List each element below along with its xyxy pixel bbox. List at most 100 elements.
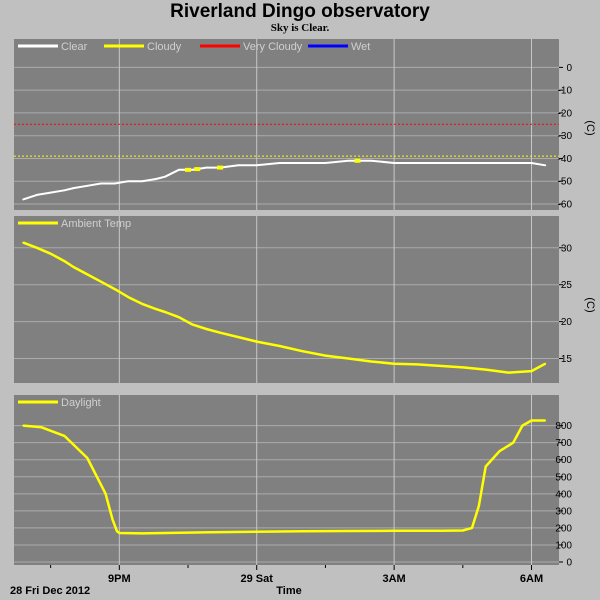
data-point (49, 191, 52, 194)
data-point (301, 350, 304, 353)
data-point (141, 302, 144, 305)
x-axis-label: Time (276, 585, 301, 597)
data-point (507, 162, 510, 164)
data-point (439, 529, 441, 532)
data-point (111, 518, 114, 521)
data-point (63, 189, 66, 192)
data-point (439, 365, 441, 367)
sky-panel: Clear Cloudy Very Cloudy Wet 0 -10 -20 -30 -40 -… (14, 39, 596, 211)
chart-subtitle: Sky is Clear. (270, 22, 330, 34)
data-point (477, 504, 480, 507)
data-point (177, 316, 180, 319)
data-point (237, 164, 240, 167)
data-point (63, 434, 66, 437)
data-point (164, 311, 167, 313)
x-tick-label: 29 Sat (241, 573, 274, 585)
y-tick-label: 700 (555, 438, 572, 449)
y-tick-label: 400 (555, 489, 572, 500)
data-point (191, 168, 194, 171)
data-point (86, 273, 89, 276)
data-point (416, 162, 418, 164)
legend-label: Wet (351, 41, 370, 53)
ambient-series (22, 241, 547, 374)
y-tick-label: 25 (561, 280, 573, 291)
data-point (544, 419, 547, 422)
data-point (63, 260, 66, 262)
data-point (439, 162, 441, 164)
data-point (507, 371, 510, 374)
cloudy-marker (194, 167, 201, 172)
y-tick-label: -60 (558, 200, 573, 211)
ambient-legend: Ambient Temp (18, 218, 131, 230)
data-point (255, 164, 258, 167)
data-point (471, 527, 473, 529)
data-point (484, 368, 487, 371)
data-point (22, 424, 25, 427)
data-point (255, 530, 258, 533)
x-tick-label: 3AM (383, 573, 406, 585)
y-tick-label: 200 (555, 523, 572, 534)
data-point (113, 182, 116, 185)
legend-label: Daylight (61, 397, 101, 409)
data-point (530, 370, 533, 372)
data-point (141, 180, 144, 183)
x-tick-label: 6AM (520, 573, 543, 585)
data-point (461, 162, 464, 164)
data-point (347, 357, 350, 360)
legend-label: Clear (61, 41, 88, 53)
cloudy-marker (185, 167, 192, 172)
data-point (324, 354, 327, 357)
data-point (35, 246, 38, 249)
y-tick-label: 800 (555, 421, 572, 432)
daylight-panel: Daylight 800 700 600 500 400 300 200 100 0 (14, 395, 572, 569)
y-tick-label: 500 (555, 472, 572, 483)
data-point (237, 336, 240, 339)
y-tick-label: -50 (558, 177, 573, 188)
data-point (416, 363, 418, 366)
ambient-y-axis-label: (C) (584, 297, 596, 312)
y-tick-label: 15 (561, 354, 573, 365)
data-point (22, 241, 25, 244)
legend-label: Cloudy (147, 41, 182, 53)
sky-panel-grid (14, 39, 559, 210)
data-point (370, 159, 373, 162)
y-tick-label: -10 (558, 86, 573, 97)
data-point (324, 162, 327, 164)
chart-title: Riverland Dingo observatory (170, 1, 430, 22)
data-point (530, 419, 533, 422)
data-point (141, 532, 144, 535)
cloudy-marker (217, 165, 224, 170)
data-point (155, 178, 157, 180)
footer-date: 28 Fri Dec 2012 (10, 585, 90, 597)
data-point (393, 362, 396, 365)
data-point (177, 168, 180, 171)
data-point (49, 252, 52, 255)
data-point (530, 162, 533, 164)
data-point (40, 426, 43, 429)
data-point (118, 532, 121, 534)
data-point (370, 360, 373, 363)
data-point (219, 331, 221, 334)
ambient-panel: Ambient Temp 30 25 20 15 (C) (14, 216, 596, 383)
data-point (86, 457, 89, 459)
y-tick-label: 0 (566, 63, 572, 74)
data-point (393, 529, 396, 532)
data-point (393, 162, 396, 164)
data-point (347, 530, 350, 532)
data-point (86, 184, 89, 187)
data-point (113, 288, 116, 291)
data-point (347, 159, 350, 162)
y-tick-label: -20 (558, 108, 573, 119)
data-point (484, 465, 487, 468)
y-tick-label: 30 (561, 243, 573, 254)
sky-y-ticks: 0 -10 -20 -30 -40 -50 -60 (558, 63, 573, 211)
data-point (104, 492, 107, 495)
data-point (191, 323, 194, 326)
data-point (127, 180, 130, 183)
sky-threshold-lines (14, 123, 559, 157)
y-tick-label: 300 (555, 506, 572, 517)
data-point (544, 164, 547, 167)
data-point (210, 531, 212, 534)
sky-y-axis-label: (C) (584, 120, 596, 135)
x-axis-ticks: 9PM 29 Sat 3AM 6AM (50, 565, 543, 585)
